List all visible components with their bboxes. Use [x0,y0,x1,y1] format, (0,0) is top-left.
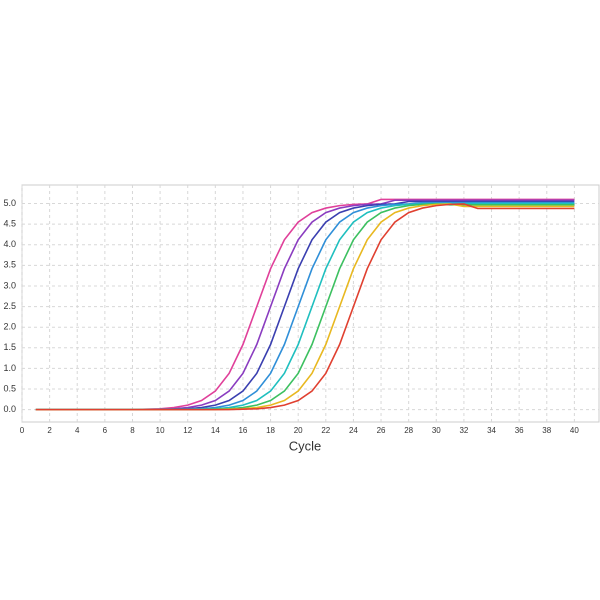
x-tick-label: 4 [75,426,80,435]
y-tick-label: 0.0 [3,404,16,414]
x-tick-label: 22 [321,426,330,435]
x-tick-label: 12 [183,426,192,435]
plot-frame [21,184,600,423]
y-tick-label: 4.5 [3,219,16,229]
x-tick-label: 8 [130,426,135,435]
y-tick-label: 4.0 [3,239,16,249]
x-tick-label: 38 [542,426,551,435]
x-tick-label: 36 [515,426,524,435]
y-tick-label: 1.5 [3,342,16,352]
x-tick-label: 34 [487,426,496,435]
x-axis-label: Cycle [289,438,322,453]
y-tick-label: 2.5 [3,301,16,311]
x-tick-label: 18 [266,426,275,435]
x-tick-label: 16 [238,426,247,435]
x-tick-label: 20 [294,426,303,435]
x-tick-label: 24 [349,426,358,435]
series-line [35,199,575,411]
y-tick-label: 5.0 [3,198,16,208]
x-tick-label: 40 [570,426,579,435]
x-tick-label: 32 [459,426,468,435]
x-tick-label: 6 [103,426,108,435]
x-tick-label: 26 [377,426,386,435]
x-tick-label: 14 [211,426,220,435]
y-tick-label: 3.5 [3,260,16,270]
y-tick-label: 2.0 [3,322,16,332]
y-tick-label: 3.0 [3,280,16,290]
x-tick-label: 28 [404,426,413,435]
series-line [35,200,575,411]
y-tick-label: 1.0 [3,363,16,373]
series-line [35,203,575,411]
x-tick-label: 2 [47,426,52,435]
y-tick-label: 0.5 [3,383,16,393]
x-tick-label: 10 [156,426,165,435]
x-tick-label: 30 [432,426,441,435]
x-tick-label: 0 [20,426,25,435]
